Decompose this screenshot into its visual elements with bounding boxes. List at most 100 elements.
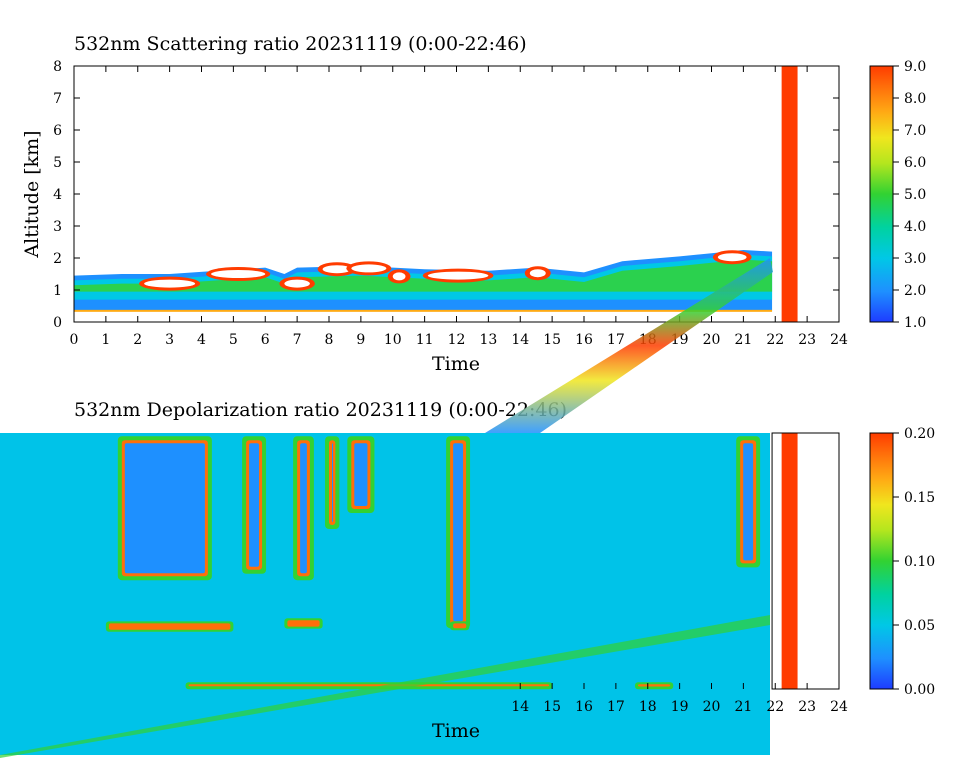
x-tick-label: 12 xyxy=(448,332,466,348)
colorbar-tick-label: 2.0 xyxy=(904,283,926,299)
top-colorbar: 1.0 2.0 3.0 4.0 5.0 6.0 7.0 8.0 9.0 xyxy=(869,59,926,331)
depol-layer-core xyxy=(638,684,671,687)
artifact-streak-lower xyxy=(0,615,770,758)
x-tick-label: 14 xyxy=(511,332,529,348)
x-tick-label: 22 xyxy=(766,332,784,348)
x-tick-label: 6 xyxy=(261,332,270,348)
y-tick-label: 4 xyxy=(53,187,62,203)
x-tick-label: 20 xyxy=(703,332,721,348)
bottom-x-tick-label: 18 xyxy=(639,699,657,715)
bottom-no-data-bar xyxy=(781,433,798,689)
bottom-x-axis: 14 15 16 17 18 19 20 21 22 23 24 xyxy=(511,683,848,715)
strong-feature-core xyxy=(392,272,406,281)
depol-column-core xyxy=(300,443,307,574)
x-tick-label: 11 xyxy=(416,332,434,348)
bottom-x-tick-label: 17 xyxy=(607,699,625,715)
y-tick-label: 0 xyxy=(53,315,62,331)
top-colorbar-ticks: 1.0 2.0 3.0 4.0 5.0 6.0 7.0 8.0 9.0 xyxy=(893,59,926,331)
x-tick-label: 23 xyxy=(798,332,816,348)
x-tick-label: 2 xyxy=(133,332,142,348)
colorbar-tick-label: 1.0 xyxy=(904,315,926,331)
bottom-colorbar-gradient xyxy=(869,432,894,690)
depol-column-core xyxy=(124,443,205,574)
colorbar-tick-label: 3.0 xyxy=(904,251,926,267)
colorbar-tick-label: 0.20 xyxy=(904,426,935,442)
x-tick-label: 17 xyxy=(607,332,625,348)
depol-column-core xyxy=(332,443,333,522)
bottom-x-tick-label: 16 xyxy=(575,699,593,715)
x-tick-label: 4 xyxy=(197,332,206,348)
colorbar-tick-label: 8.0 xyxy=(904,91,926,107)
colorbar-tick-label: 0.00 xyxy=(904,682,935,698)
top-plot-area: 0123456789101112131415161718192021222324… xyxy=(53,59,848,348)
x-tick-label: 7 xyxy=(293,332,302,348)
bottom-frame-right xyxy=(771,432,840,690)
x-tick-label: 0 xyxy=(70,332,79,348)
bottom-x-tick-label: 21 xyxy=(734,699,752,715)
y-tick-label: 5 xyxy=(53,155,62,171)
strong-feature-core xyxy=(211,270,266,278)
colorbar-tick-label: 0.15 xyxy=(904,490,935,506)
bottom-x-tick-label: 24 xyxy=(830,699,848,715)
colorbar-tick-label: 7.0 xyxy=(904,123,926,139)
x-tick-label: 21 xyxy=(734,332,752,348)
strong-feature-core xyxy=(284,279,310,288)
top-chart-title: 532nm Scattering ratio 20231119 (0:00-22… xyxy=(74,33,527,55)
bottom-colorbar: 0.00 0.05 0.10 0.15 0.20 xyxy=(869,426,935,698)
colorbar-tick-label: 4.0 xyxy=(904,219,926,235)
bottom-x-tick-label: 22 xyxy=(766,699,784,715)
bottom-x-tick-label: 15 xyxy=(543,699,561,715)
y-tick-label: 8 xyxy=(53,59,62,75)
depol-layer-core xyxy=(453,623,467,629)
bottom-colorbar-ticks: 0.00 0.05 0.10 0.15 0.20 xyxy=(893,426,935,698)
colorbar-tick-label: 0.10 xyxy=(904,554,935,570)
artifact-streak-upper xyxy=(485,258,773,433)
near-ground-line xyxy=(74,309,773,312)
y-tick-label: 1 xyxy=(53,283,62,299)
x-tick-label: 5 xyxy=(229,332,238,348)
bottom-x-tick-label: 20 xyxy=(703,699,721,715)
bottom-plot-area: 14 15 16 17 18 19 20 21 22 23 24 xyxy=(0,432,848,755)
y-tick-label: 2 xyxy=(53,251,62,267)
x-tick-label: 1 xyxy=(101,332,110,348)
colorbar-tick-label: 6.0 xyxy=(904,155,926,171)
x-tick-label: 24 xyxy=(830,332,848,348)
depol-layer-core xyxy=(287,620,320,627)
y-tick-label: 6 xyxy=(53,123,62,139)
depol-layer-core xyxy=(188,684,550,687)
x-tick-label: 3 xyxy=(165,332,174,348)
bottom-x-axis-label: Time xyxy=(432,720,480,742)
strong-feature-core xyxy=(322,265,352,274)
top-y-axis-label: Altitude [km] xyxy=(21,130,43,258)
y-tick-label: 3 xyxy=(53,219,62,235)
bottom-x-tick-label: 23 xyxy=(798,699,816,715)
colorbar-tick-label: 5.0 xyxy=(904,187,926,203)
depol-column-core xyxy=(354,443,368,506)
colorbar-tick-label: 0.05 xyxy=(904,618,935,634)
depol-column-core xyxy=(453,443,464,622)
depol-column-core xyxy=(249,443,260,567)
colorbar-tick-label: 9.0 xyxy=(904,59,926,75)
y-tick-label: 7 xyxy=(53,91,62,107)
x-tick-label: 16 xyxy=(575,332,593,348)
strong-feature-core xyxy=(529,269,546,278)
strong-feature-core xyxy=(427,271,489,280)
bottom-data-layers xyxy=(105,432,840,690)
x-tick-label: 8 xyxy=(325,332,334,348)
x-tick-label: 9 xyxy=(356,332,365,348)
top-x-axis-label: Time xyxy=(432,353,480,375)
x-tick-label: 13 xyxy=(479,332,497,348)
depol-layer-core xyxy=(108,623,231,630)
strong-feature-core xyxy=(351,264,387,273)
strong-feature-core xyxy=(717,253,747,262)
depol-column-core xyxy=(743,443,754,561)
top-y-axis: 0 1 2 3 4 5 6 7 8 xyxy=(53,59,839,331)
bottom-chart-title: 532nm Depolarization ratio 20231119 (0:0… xyxy=(74,399,567,421)
no-data-bar xyxy=(781,66,798,322)
top-colorbar-gradient xyxy=(869,65,894,323)
strong-feature-core xyxy=(144,279,196,288)
x-tick-label: 10 xyxy=(384,332,402,348)
top-data-layers xyxy=(74,66,798,322)
